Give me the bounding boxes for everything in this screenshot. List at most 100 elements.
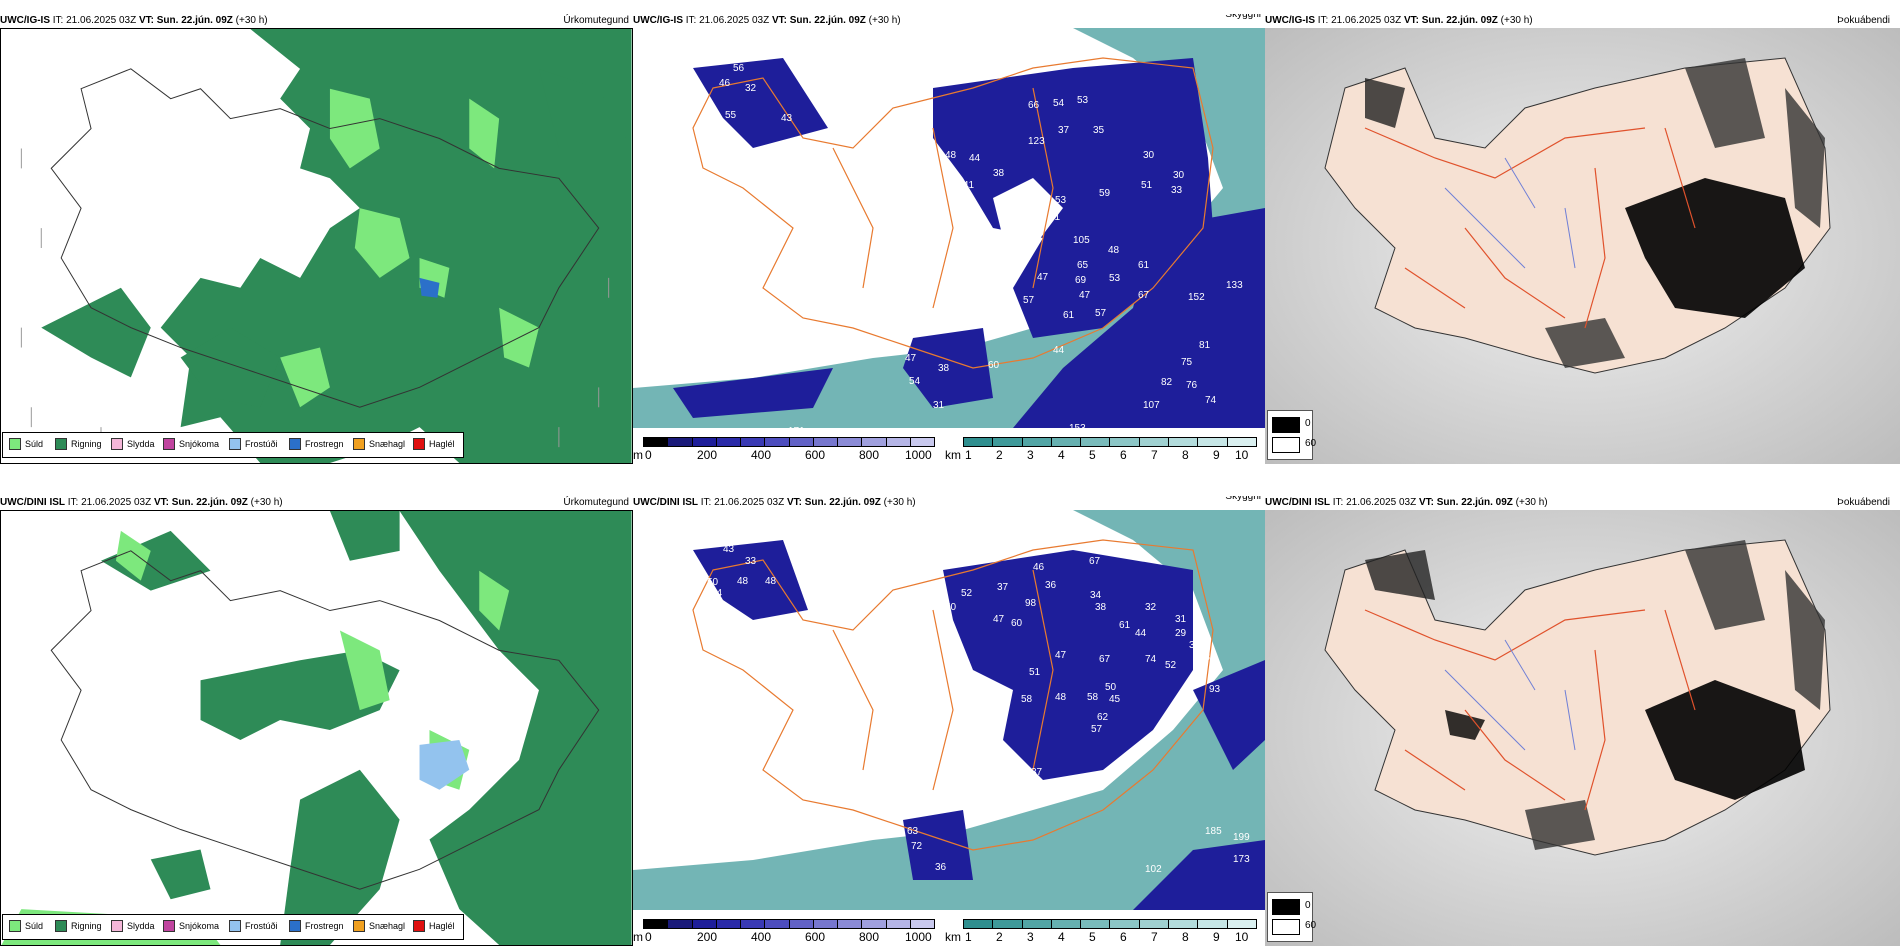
colorbar-swatch [692,920,717,928]
panel-tag: Skyggni [1225,14,1261,20]
panel-header: UWC/DINI ISL IT: 21.06.2025 03Z VT: Sun.… [0,497,629,508]
colorbar-swatch [1110,438,1140,446]
colorbar-swatch [886,438,911,446]
vis-value: 50 [945,602,957,613]
vis-value: 47 [905,353,917,364]
precip-map[interactable] [0,28,633,464]
vis-value: 30 [1143,150,1155,161]
vis-value: 55 [725,110,737,121]
colorbar-swatch [1139,438,1170,446]
panel-header: UWC/IG-IS IT: 21.06.2025 03Z VT: Sun. 22… [633,14,1265,28]
vis-value: 37 [1058,125,1070,136]
colorbar-swatch [1051,920,1082,928]
ceiling-colorbar-strip [643,437,935,447]
vis-value: 173 [1233,854,1250,865]
vis-value: 153 [1069,423,1086,428]
precip-map[interactable] [0,510,633,946]
legend-item: Frostúði [229,433,278,455]
vis-value: 97 [1209,664,1221,675]
colorbar-swatch [1081,438,1111,446]
vis-value: 72 [911,841,923,852]
colorbar-swatch [765,920,790,928]
vis-value: 51 [1141,180,1153,191]
vis-value: 47 [1079,290,1091,301]
legend-item: Súld [9,915,43,937]
legend-item: Frostregn [289,433,344,455]
colorbar-swatch [964,438,994,446]
vis-value: 60 [988,360,1000,371]
vis-value: 56 [733,63,745,74]
vis-value: 35 [1093,125,1105,136]
vis-value: 46 [1033,562,1045,573]
visibility-values: 56 46 32 55 43 35 37 53 54 66 48 44 38 1… [719,63,1243,428]
vis-value: 43 [781,113,793,124]
vis-value: 67 [1099,654,1111,665]
colorbar-swatch [1022,920,1052,928]
visibility-panel-top: UWC/IG-IS IT: 21.06.2025 03Z VT: Sun. 22… [633,14,1265,464]
legend-item: Súld [9,433,43,455]
model-name: UWC/DINI ISL [0,497,65,508]
vis-value: 36 [935,862,947,873]
vis-value: 51 [1029,667,1041,678]
legend-item: Snæhagl [353,433,405,455]
vis-value: 123 [1028,136,1045,147]
vis-value: 36 [1045,580,1057,591]
vis-value: 102 [1145,864,1162,875]
legend-item: Frostúði [229,915,278,937]
colorbar-swatch [813,438,838,446]
fog-map[interactable] [1265,510,1900,946]
vis-value: 31 [933,400,945,411]
vis-value: 50 [707,577,719,588]
vis-value: 43 [723,544,735,555]
legend-item: Rigning [55,915,102,937]
colorbar-swatch [910,438,934,446]
model-name: UWC/IG-IS [0,15,50,26]
vis-value: 32 [1145,602,1157,613]
colorbar-swatch [1198,438,1228,446]
vis-value: 61 [1138,260,1150,271]
vis-value: 50 [1105,682,1117,693]
ceiling-colorbar: m 0 200 400 600 800 1000 [633,919,943,944]
vis-value: 60 [1011,618,1023,629]
vis-value: 69 [1075,275,1087,286]
vis-value: 171 [788,426,805,428]
vis-value: 33 [745,556,757,567]
vis-value: 58 [1087,692,1099,703]
colorbar-swatch [813,920,838,928]
vis-value: 105 [1073,235,1090,246]
colorbar-swatch [993,438,1023,446]
vis-value: 31 [1175,614,1187,625]
vis-value: 66 [1028,100,1040,111]
vis-value: 44 [1053,345,1065,356]
colorbar-swatch [741,438,766,446]
vis-value: 74 [1205,395,1217,406]
vis-value: 48 [737,576,749,587]
vis-value: 54 [1053,98,1065,109]
visibility-map[interactable]: 56 46 32 55 43 35 37 53 54 66 48 44 38 1… [633,28,1265,428]
vis-value: 29 [1175,628,1187,639]
fog-legend: 0 60 [1267,892,1316,942]
vis-value: 76 [1186,380,1198,391]
vis-value: 59 [1099,188,1111,199]
fog-map[interactable] [1265,28,1900,464]
vis-value: 152 [1188,292,1205,303]
vis-value: 185 [1205,826,1222,837]
legend-item: Rigning [55,433,102,455]
colorbar-swatch [692,438,717,446]
legend-item: Snjókoma [163,915,219,937]
vis-value: 58 [1021,694,1033,705]
visibility-map[interactable]: 43 33 50 48 48 54 52 67 46 36 37 34 50 9… [633,510,1265,910]
panel-header: UWC/DINI ISL IT: 21.06.2025 03Z VT: Sun.… [633,496,1265,510]
fog-panel-top: UWC/IG-IS IT: 21.06.2025 03Z VT: Sun. 22… [1265,14,1900,464]
vis-value: 47 [993,614,1005,625]
vis-value: 48 [765,576,777,587]
colorbar-swatch [716,920,741,928]
legend-item: Slydda [111,433,155,455]
vis-value: 30 [1189,640,1201,651]
vis-value: 81 [1199,340,1211,351]
legend-item: Haglél [413,915,455,937]
vis-value: 54 [711,588,723,599]
vis-value: 47 [1037,272,1049,283]
colorbar-swatch [741,920,766,928]
precip-panel-top: UWC/IG-IS IT: 21.06.2025 03Z VT: Sun. 22… [0,14,633,464]
